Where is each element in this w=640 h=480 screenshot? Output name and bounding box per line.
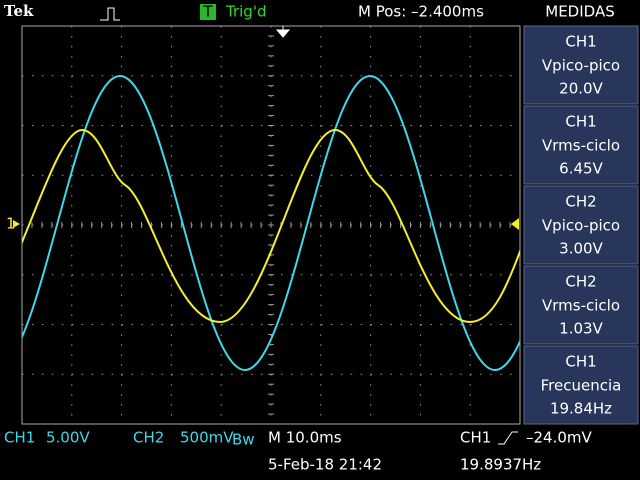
measurement-value: 1.03V — [559, 320, 603, 338]
measurement-box — [523, 25, 639, 105]
frequency: 19.8937Hz — [460, 456, 541, 474]
measurement-box — [523, 345, 639, 425]
trigger-icon-box — [200, 4, 216, 20]
brand: Tek — [4, 2, 34, 20]
trigger-position-marker — [275, 26, 291, 38]
trigger-status: Trig'd — [225, 3, 266, 21]
trigger-slope-icon — [498, 431, 518, 445]
waveforms — [22, 74, 520, 372]
ch1-waveform — [22, 74, 520, 372]
measurement-box — [523, 105, 639, 185]
graticule-border — [21, 25, 521, 425]
measurement-channel: CH1 — [565, 113, 596, 131]
measurement-value: 3.00V — [559, 240, 603, 258]
trigger-source: CH1 — [460, 429, 491, 447]
ch1-channel: CH1 — [4, 429, 35, 447]
ch2-bandwidth: Bw — [232, 431, 255, 449]
measurement-value: 6.45V — [559, 160, 603, 178]
measurement-label: Frecuencia — [541, 377, 622, 395]
date: 5-Feb-18 21:42 — [268, 456, 382, 474]
ch2-channel: CH2 — [133, 429, 164, 447]
measurement-panel: CH1 Vpico-pico 20.0V CH1 Vrms-ciclo 6.45V CH2 V… — [523, 25, 639, 425]
ch2-scale: 500mV — [180, 429, 234, 447]
measurement-label: Vrms-ciclo — [542, 137, 620, 155]
trigger-level: –24.0mV — [526, 429, 593, 447]
measurement-box — [523, 185, 639, 265]
ch2-waveform — [22, 128, 520, 324]
measurement-label: Vpico-pico — [542, 57, 620, 75]
measurement-value: 20.0V — [559, 80, 603, 98]
trigger-edge-icon — [100, 7, 120, 21]
trigger-icon: T — [202, 3, 213, 21]
measurement-channel: CH2 — [565, 193, 596, 211]
channel-marker: 1 — [6, 215, 16, 233]
timebase: M 10.0ms — [268, 429, 342, 447]
measurement-box — [523, 265, 639, 345]
measurement-channel: CH1 — [565, 33, 596, 51]
panel-title: MEDIDAS — [545, 3, 614, 21]
measurement-value: 19.84Hz — [550, 400, 612, 418]
ch1-scale: 5.00V — [46, 429, 90, 447]
measurement-label: Vpico-pico — [542, 217, 620, 235]
trigger-level-arrow — [511, 218, 519, 230]
graticule — [21, 25, 521, 425]
position: M Pos: –2.400ms — [358, 3, 484, 21]
measurement-channel: CH2 — [565, 273, 596, 291]
measurement-label: Vrms-ciclo — [542, 297, 620, 315]
ground-arrow — [13, 220, 20, 228]
measurement-channel: CH1 — [565, 353, 596, 371]
